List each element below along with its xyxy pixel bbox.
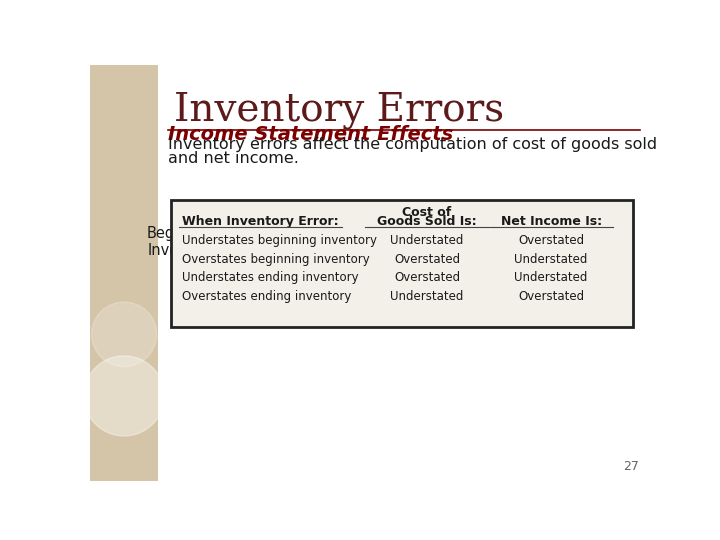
Text: +: + <box>238 233 253 251</box>
Text: Cost of: Cost of <box>402 206 451 219</box>
Text: Understated: Understated <box>514 253 588 266</box>
Text: Overstated: Overstated <box>518 289 584 302</box>
Text: Beginning
Inventory: Beginning Inventory <box>146 226 220 258</box>
Text: Understated: Understated <box>390 289 464 302</box>
Bar <box>171 200 632 327</box>
Text: Overstated: Overstated <box>518 234 584 247</box>
Text: =: = <box>528 233 543 251</box>
Text: Net Income Is:: Net Income Is: <box>500 215 602 228</box>
Text: Inventory Errors: Inventory Errors <box>174 92 504 129</box>
Text: Understates ending inventory: Understates ending inventory <box>182 271 359 284</box>
Text: –: – <box>392 233 400 251</box>
Text: Understated: Understated <box>514 271 588 284</box>
Text: Ending
Inventory: Ending Inventory <box>427 226 497 258</box>
Circle shape <box>84 356 164 436</box>
Text: Inventory errors affect the computation of cost of goods sold: Inventory errors affect the computation … <box>168 137 657 152</box>
Text: and net income.: and net income. <box>168 151 298 166</box>
Text: Cost of
Goods
Purchased: Cost of Goods Purchased <box>281 217 356 267</box>
Bar <box>90 65 158 481</box>
Text: Income Statement Effects: Income Statement Effects <box>168 125 453 144</box>
Text: Overstates ending inventory: Overstates ending inventory <box>182 289 351 302</box>
Text: Overstates beginning inventory: Overstates beginning inventory <box>182 253 370 266</box>
Circle shape <box>91 302 157 367</box>
Text: When Inventory Error:: When Inventory Error: <box>182 215 339 228</box>
Text: Understated: Understated <box>390 234 464 247</box>
Text: Goods Sold Is:: Goods Sold Is: <box>377 215 477 228</box>
Text: Overstated: Overstated <box>394 253 460 266</box>
Text: Overstated: Overstated <box>394 271 460 284</box>
Text: Cost of
Goods
Sold: Cost of Goods Sold <box>576 217 627 267</box>
Text: 27: 27 <box>623 460 639 473</box>
Text: Understates beginning inventory: Understates beginning inventory <box>182 234 377 247</box>
